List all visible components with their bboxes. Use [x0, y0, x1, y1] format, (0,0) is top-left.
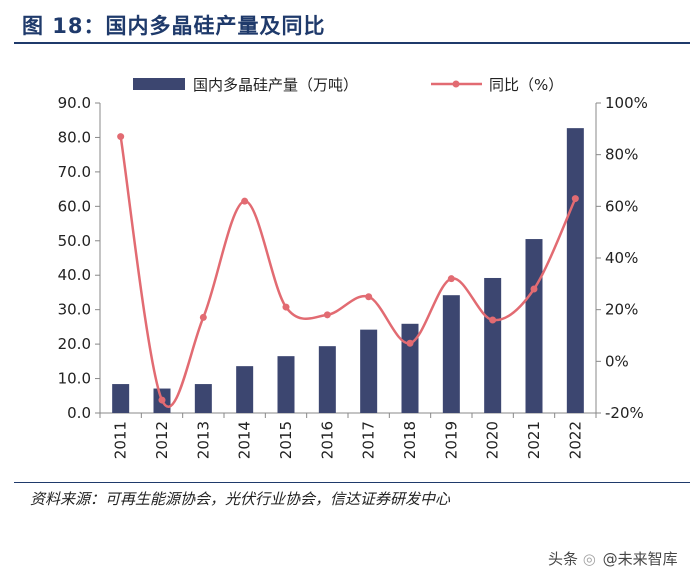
x-tick-label: 2012	[153, 421, 171, 459]
watermark-icon: ◎	[582, 550, 596, 568]
yoy-point	[158, 396, 166, 404]
legend-bar-label: 国内多晶硅产量（万吨）	[193, 76, 358, 94]
left-tick-label: 10.0	[58, 370, 91, 388]
right-tick-label: 0%	[605, 352, 629, 370]
yoy-point	[530, 285, 538, 293]
yoy-point	[571, 195, 579, 203]
title-divider	[14, 42, 690, 44]
yoy-point	[282, 303, 290, 311]
yoy-line	[119, 136, 577, 409]
right-tick-label: 40%	[605, 249, 638, 267]
legend-line-marker	[452, 80, 460, 88]
bar	[360, 329, 378, 413]
left-tick-label: 90.0	[58, 94, 91, 112]
right-tick-label: -20%	[605, 404, 644, 422]
bar-series	[112, 128, 584, 413]
yoy-point	[489, 316, 497, 324]
yoy-point	[365, 293, 373, 301]
left-tick-label: 80.0	[58, 128, 91, 146]
bar	[484, 277, 502, 413]
yoy-point	[406, 339, 414, 347]
x-tick-label: 2015	[277, 421, 295, 459]
bar	[277, 356, 295, 413]
source-divider	[14, 482, 690, 483]
right-tick-label: 60%	[605, 197, 638, 215]
figure-title: 图 18：国内多晶硅产量及同比	[22, 14, 326, 38]
watermark-name: @未来智库	[602, 550, 678, 568]
right-tick-label: 20%	[605, 301, 638, 319]
legend: 国内多晶硅产量（万吨） 同比（%）	[133, 76, 563, 94]
x-tick-label: 2018	[401, 421, 419, 459]
x-tick-label: 2020	[484, 421, 502, 459]
chart: 国内多晶硅产量（万吨） 同比（%） 0.0 10.0 20.0 30.0 40.0 50.…	[58, 76, 648, 459]
bar	[525, 239, 543, 413]
left-tick-label: 70.0	[58, 163, 91, 181]
left-tick-label: 40.0	[58, 266, 91, 284]
watermark-prefix: 头条	[548, 550, 579, 568]
legend-bar-swatch	[133, 78, 185, 90]
left-tick-label: 20.0	[58, 335, 91, 353]
right-tick-label: 80%	[605, 146, 638, 164]
x-tick-label: 2022	[566, 421, 584, 459]
bar	[566, 128, 584, 413]
left-tick-label: 50.0	[58, 232, 91, 250]
bar	[401, 323, 419, 413]
x-tick-label: 2016	[318, 421, 336, 459]
x-tick-label: 2013	[194, 421, 212, 459]
x-tick-label: 2011	[112, 421, 130, 459]
x-tick-label: 2019	[442, 421, 460, 459]
watermark: 头条 ◎ @未来智库	[548, 548, 678, 569]
axes: 0.0 10.0 20.0 30.0 40.0 50.0 60.0 70.0 80.0 90.0 -…	[58, 94, 648, 459]
left-tick-label: 60.0	[58, 197, 91, 215]
left-tick-label: 30.0	[58, 301, 91, 319]
right-tick-label: 100%	[605, 94, 648, 112]
x-tick-label: 2014	[236, 421, 254, 459]
bar	[442, 295, 460, 413]
legend-line-label: 同比（%）	[489, 76, 563, 94]
yoy-point	[447, 275, 455, 283]
yoy-point	[117, 133, 125, 141]
bar	[236, 366, 254, 413]
bar	[318, 346, 336, 413]
yoy-point	[241, 197, 249, 205]
x-tick-label: 2017	[360, 421, 378, 459]
left-tick-label: 0.0	[67, 404, 91, 422]
bar	[194, 384, 212, 413]
line-series	[117, 133, 579, 409]
source-note: 资料来源：可再生能源协会，光伏行业协会，信达证券研发中心	[30, 490, 451, 508]
yoy-point	[323, 311, 331, 319]
yoy-point	[199, 313, 207, 321]
x-tick-label: 2021	[525, 421, 543, 459]
bar	[112, 384, 130, 413]
